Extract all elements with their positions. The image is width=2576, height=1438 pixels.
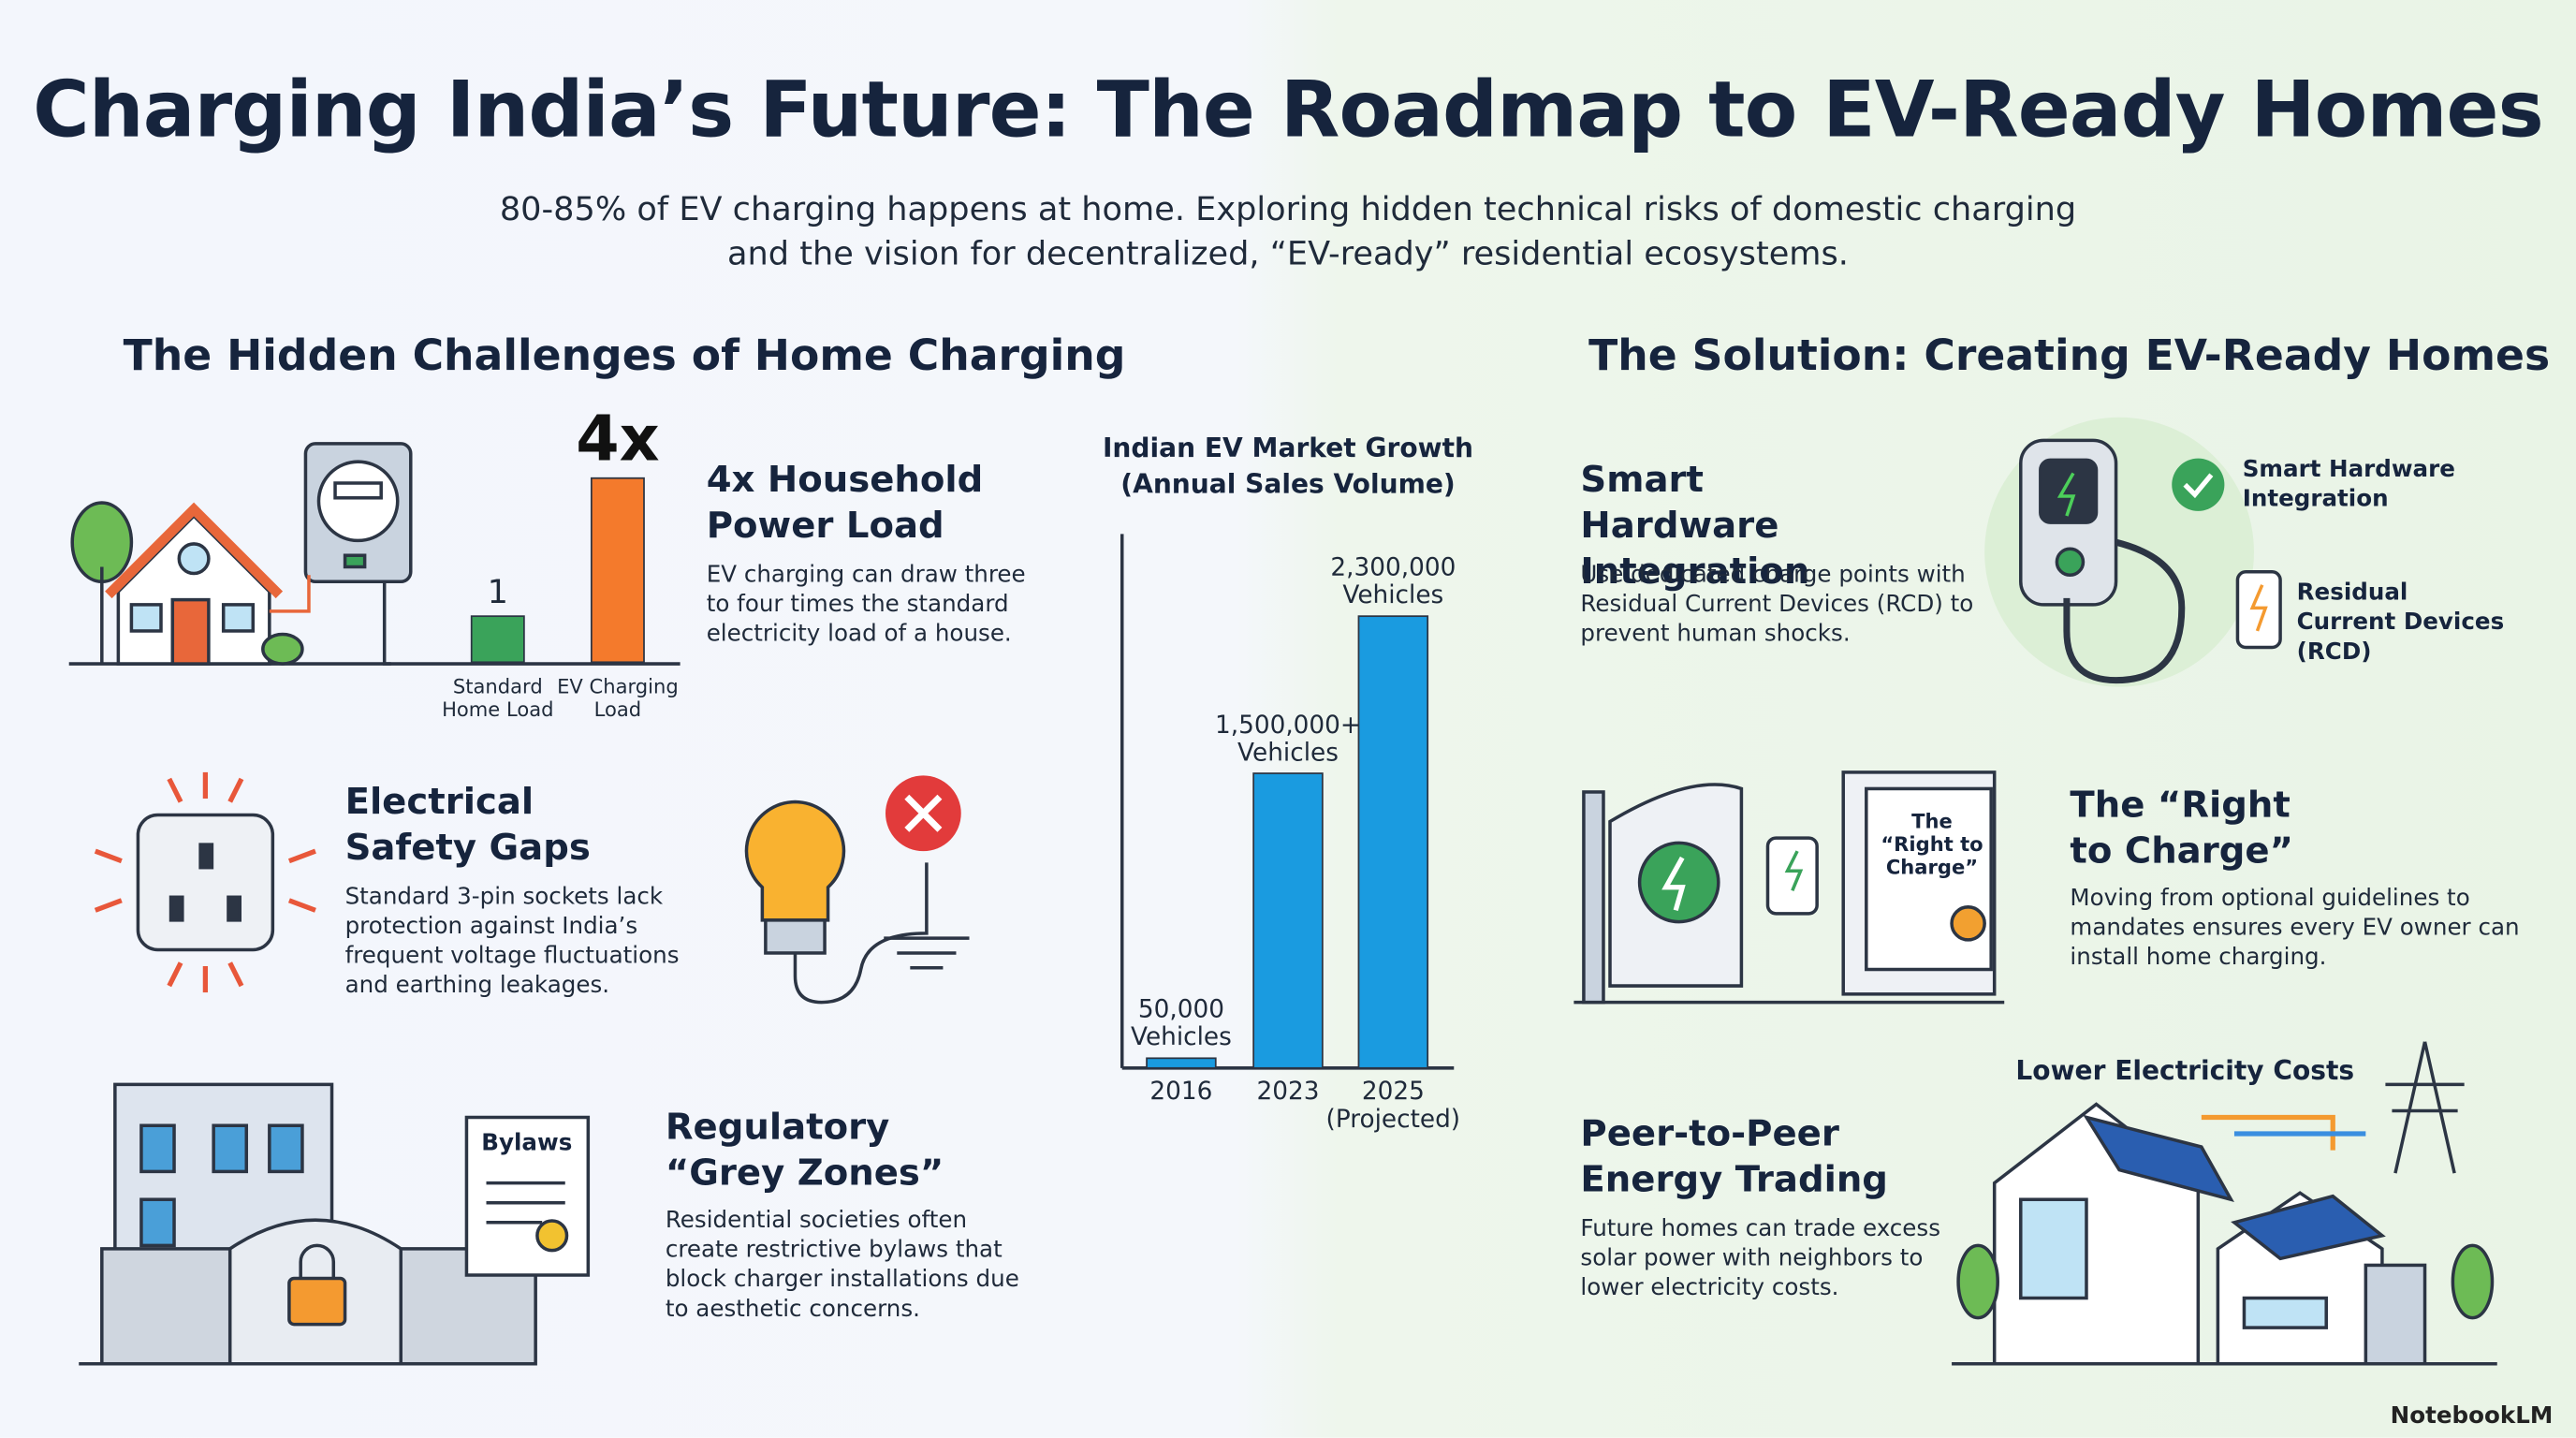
item-title: The “Right to Charge” xyxy=(2070,785,2293,873)
category-label: Standard Home Load xyxy=(442,675,554,722)
item-text: Use dedicated charge points with Residua… xyxy=(1580,562,1974,648)
item-title: Regulatory “Grey Zones” xyxy=(665,1107,944,1195)
item-title: Smart Hardware Integration xyxy=(1580,460,1810,594)
bar xyxy=(1357,615,1429,1069)
category-label: EV Charging Load xyxy=(557,675,679,722)
bar xyxy=(590,477,645,664)
title: Charging India’s Future: The Roadmap to … xyxy=(33,66,2544,156)
callout-label: Residual Current Devices (RCD) xyxy=(2296,580,2505,666)
item-text: Moving from optional guidelines to manda… xyxy=(2070,885,2520,972)
item-text: EV charging can draw three to four times… xyxy=(706,562,1026,648)
callout-label: Lower Electricity Costs xyxy=(2015,1054,2355,1087)
value-label: 50,000 Vehicles xyxy=(1130,993,1232,1052)
projection-note: (Projected) xyxy=(1325,1104,1461,1135)
subtitle: 80-85% of EV charging happens at home. E… xyxy=(499,188,2077,273)
category-label: 2016 xyxy=(1149,1076,1213,1107)
bar xyxy=(1146,1057,1217,1069)
bar xyxy=(470,615,525,664)
value-label: 1,500,000+ Vehicles xyxy=(1214,709,1362,768)
item-text: Standard 3-pin sockets lack protection a… xyxy=(344,884,680,1000)
category-label: 2023 xyxy=(1256,1076,1320,1107)
item-text: Future homes can trade excess solar powe… xyxy=(1580,1215,1941,1302)
category-label: 2025 xyxy=(1361,1076,1425,1107)
bar xyxy=(1252,772,1324,1069)
chart-title: Indian EV Market Growth (Annual Sales Vo… xyxy=(1102,432,1474,500)
item-title: Peer-to-Peer Energy Trading xyxy=(1580,1113,1888,1201)
value-label: 4x xyxy=(576,402,660,476)
section-heading: The Hidden Challenges of Home Charging xyxy=(123,331,1126,382)
item-title: 4x Household Power Load xyxy=(706,460,984,548)
value-label: 1 xyxy=(487,571,508,611)
item-title: Electrical Safety Gaps xyxy=(344,782,591,870)
doc-label: The “Right to Charge” xyxy=(1881,810,1983,879)
item-text: Residential societies often create restr… xyxy=(665,1207,1019,1323)
section-heading: The Solution: Creating EV-Ready Homes xyxy=(1588,331,2551,382)
value-label: 2,300,000 Vehicles xyxy=(1330,551,1456,610)
icons xyxy=(68,417,2497,1366)
doc-label: Bylaws xyxy=(481,1130,573,1157)
brand: NotebookLM xyxy=(2390,1402,2554,1430)
callout-label: Smart Hardware Integration xyxy=(2242,456,2455,513)
